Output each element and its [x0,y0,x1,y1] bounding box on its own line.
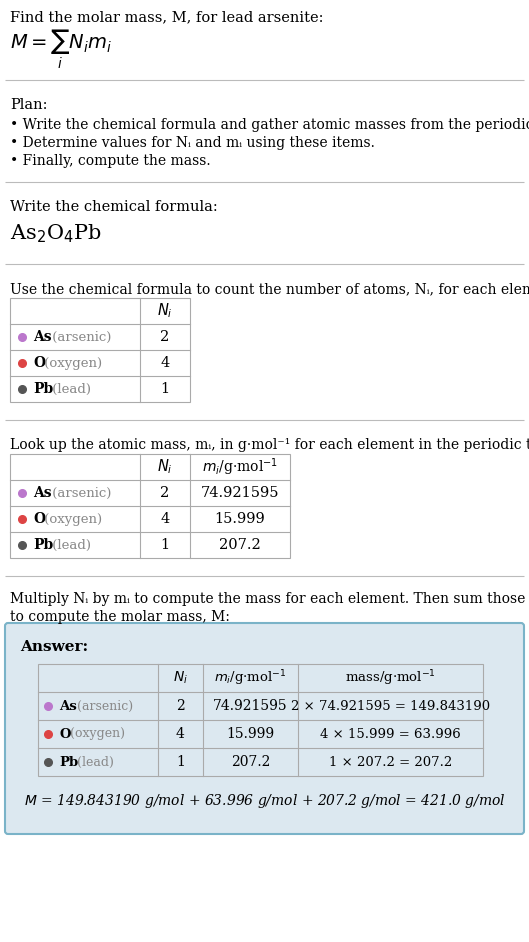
Text: 1: 1 [160,382,170,396]
Text: O: O [33,512,45,526]
Text: (lead): (lead) [74,755,114,769]
Text: 207.2: 207.2 [231,755,270,769]
Text: 207.2: 207.2 [219,538,261,552]
Text: $N_i$: $N_i$ [157,458,173,477]
Text: (lead): (lead) [48,539,91,551]
Text: (arsenic): (arsenic) [48,486,112,499]
Text: Write the chemical formula:: Write the chemical formula: [10,200,218,214]
Text: Use the chemical formula to count the number of atoms, Nᵢ, for each element:: Use the chemical formula to count the nu… [10,282,529,296]
Text: $m_i$/g·mol$^{-1}$: $m_i$/g·mol$^{-1}$ [202,456,278,478]
FancyBboxPatch shape [5,623,524,834]
Text: (lead): (lead) [48,382,91,396]
Text: 4: 4 [160,512,170,526]
Text: Pb: Pb [33,382,53,396]
Text: O: O [33,356,45,370]
Text: (arsenic): (arsenic) [48,331,112,344]
Text: As: As [33,486,52,500]
Text: 4: 4 [160,356,170,370]
Text: Pb: Pb [59,755,78,769]
Text: 74.921595: 74.921595 [213,699,288,713]
Text: Multiply Nᵢ by mᵢ to compute the mass for each element. Then sum those values: Multiply Nᵢ by mᵢ to compute the mass fo… [10,592,529,606]
Text: O: O [59,727,70,740]
Text: 2: 2 [176,699,185,713]
Bar [10,298,190,402]
Text: 15.999: 15.999 [226,727,275,741]
Text: Find the molar mass, M, for lead arsenite:: Find the molar mass, M, for lead arsenit… [10,10,324,24]
Text: 2: 2 [160,486,170,500]
Text: • Write the chemical formula and gather atomic masses from the periodic table.: • Write the chemical formula and gather … [10,118,529,132]
Text: 15.999: 15.999 [215,512,266,526]
Text: (oxygen): (oxygen) [41,356,103,369]
Text: $M$ = 149.843190 g/mol + 63.996 g/mol + 207.2 g/mol = 421.0 g/mol: $M$ = 149.843190 g/mol + 63.996 g/mol + … [24,792,505,810]
Bar [38,664,483,776]
Text: mass/g·mol$^{-1}$: mass/g·mol$^{-1}$ [345,668,436,688]
Text: $N_i$: $N_i$ [157,301,173,320]
Text: Pb: Pb [33,538,53,552]
Text: (arsenic): (arsenic) [74,700,133,712]
Text: $m_i$/g·mol$^{-1}$: $m_i$/g·mol$^{-1}$ [214,668,287,688]
Text: As: As [59,700,77,712]
Text: $M = \sum_i N_i m_i$: $M = \sum_i N_i m_i$ [10,28,112,72]
Text: (oxygen): (oxygen) [41,512,103,526]
Text: • Finally, compute the mass.: • Finally, compute the mass. [10,154,211,168]
Text: Plan:: Plan: [10,98,48,112]
Text: $N_i$: $N_i$ [173,670,188,686]
Text: (oxygen): (oxygen) [66,727,125,740]
Text: 2 × 74.921595 = 149.843190: 2 × 74.921595 = 149.843190 [291,700,490,712]
Text: 74.921595: 74.921595 [200,486,279,500]
Text: As$_2$O$_4$Pb: As$_2$O$_4$Pb [10,222,102,245]
Text: 1: 1 [176,755,185,769]
Text: • Determine values for Nᵢ and mᵢ using these items.: • Determine values for Nᵢ and mᵢ using t… [10,136,375,150]
Text: As: As [33,330,52,344]
Text: Answer:: Answer: [20,640,88,654]
Text: 4: 4 [176,727,185,741]
Bar [10,454,290,558]
Text: to compute the molar mass, M:: to compute the molar mass, M: [10,610,230,624]
Text: 4 × 15.999 = 63.996: 4 × 15.999 = 63.996 [320,727,461,740]
Text: 1: 1 [160,538,170,552]
Text: 1 × 207.2 = 207.2: 1 × 207.2 = 207.2 [329,755,452,769]
Text: Look up the atomic mass, mᵢ, in g·mol⁻¹ for each element in the periodic table:: Look up the atomic mass, mᵢ, in g·mol⁻¹ … [10,438,529,452]
Text: 2: 2 [160,330,170,344]
